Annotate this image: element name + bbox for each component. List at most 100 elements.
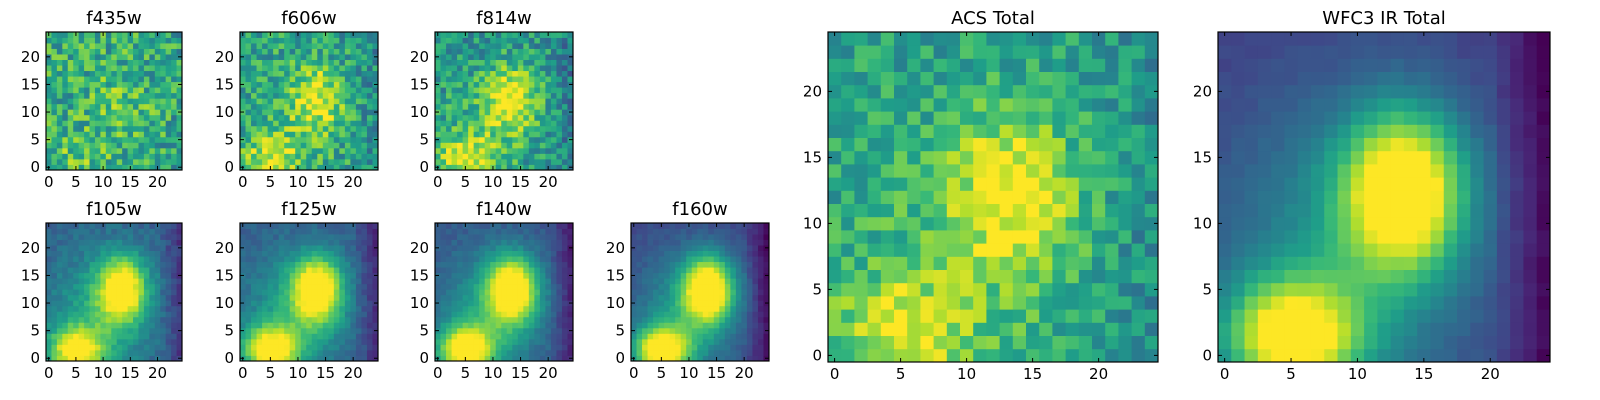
y-tick-label: 5 bbox=[419, 322, 429, 340]
heatmap-cell bbox=[724, 256, 731, 263]
heatmap-cell bbox=[366, 283, 373, 290]
heatmap-cell bbox=[317, 344, 324, 351]
heatmap-cell bbox=[240, 48, 246, 55]
heatmap-cell bbox=[73, 250, 80, 257]
heatmap-cell bbox=[62, 338, 69, 345]
heatmap-cell bbox=[100, 338, 107, 345]
heatmap-cell bbox=[501, 228, 508, 235]
heatmap-cell bbox=[490, 65, 497, 72]
heatmap-cell bbox=[143, 158, 150, 165]
heatmap-cell bbox=[468, 92, 475, 99]
heatmap-cell bbox=[561, 131, 568, 138]
heatmap-cell bbox=[946, 335, 961, 350]
heatmap-cell bbox=[111, 87, 118, 94]
heatmap-cell bbox=[457, 300, 463, 307]
heatmap-cell bbox=[262, 278, 268, 285]
heatmap-cell bbox=[539, 283, 546, 290]
heatmap-cell bbox=[920, 150, 934, 165]
heatmap-cell bbox=[94, 256, 101, 263]
heatmap-cell bbox=[328, 223, 335, 229]
heatmap-cell bbox=[561, 305, 568, 312]
heatmap-cell bbox=[636, 261, 643, 268]
heatmap-cell bbox=[528, 355, 535, 362]
heatmap-cell bbox=[446, 349, 452, 356]
heatmap-cell bbox=[894, 190, 908, 204]
heatmap-cell bbox=[501, 239, 508, 246]
heatmap-cell bbox=[741, 316, 748, 323]
heatmap-cell bbox=[724, 228, 731, 235]
heatmap-cell bbox=[1065, 282, 1080, 297]
heatmap-cell bbox=[669, 344, 676, 351]
heatmap-cell bbox=[116, 322, 123, 329]
heatmap-cell bbox=[986, 322, 1000, 336]
heatmap-cell bbox=[556, 114, 563, 121]
heatmap-cell bbox=[669, 272, 676, 279]
heatmap-cell bbox=[435, 114, 441, 121]
heatmap-cell bbox=[328, 300, 335, 307]
heatmap-cell bbox=[300, 125, 307, 132]
heatmap-cell bbox=[78, 87, 85, 94]
heatmap-cell bbox=[479, 81, 486, 88]
heatmap-cell bbox=[73, 228, 80, 235]
heatmap-cell bbox=[278, 333, 285, 340]
heatmap-cell bbox=[46, 120, 52, 127]
heatmap-cell bbox=[664, 327, 671, 334]
heatmap-cell bbox=[127, 37, 134, 44]
heatmap-cell bbox=[133, 92, 139, 99]
heatmap-cell bbox=[435, 59, 441, 66]
heatmap-cell bbox=[468, 142, 475, 149]
heatmap-cell bbox=[273, 158, 280, 165]
heatmap-cell bbox=[512, 32, 519, 38]
heatmap-cell bbox=[636, 355, 643, 362]
heatmap-cell bbox=[1052, 164, 1066, 178]
heatmap-cell bbox=[372, 234, 379, 240]
heatmap-cell bbox=[631, 305, 637, 312]
heatmap-cell bbox=[361, 344, 368, 351]
heatmap-cell bbox=[251, 87, 257, 94]
heatmap-cell bbox=[446, 125, 452, 132]
heatmap-cell bbox=[528, 98, 535, 105]
heatmap-cell bbox=[262, 289, 268, 296]
heatmap-cell bbox=[154, 305, 161, 312]
heatmap-cell bbox=[457, 278, 463, 285]
heatmap-cell bbox=[534, 338, 541, 345]
heatmap-cell bbox=[528, 289, 535, 296]
heatmap-cell bbox=[67, 131, 74, 138]
heatmap-cell bbox=[94, 245, 101, 251]
heatmap-cell bbox=[133, 131, 139, 138]
heatmap-cell bbox=[523, 120, 530, 127]
heatmap-cell bbox=[51, 305, 58, 312]
heatmap-cell bbox=[763, 256, 770, 263]
heatmap-cell bbox=[127, 278, 134, 285]
heatmap-cell bbox=[295, 87, 302, 94]
heatmap-cell bbox=[484, 125, 491, 132]
heatmap-cell bbox=[300, 261, 307, 268]
heatmap-cell bbox=[561, 239, 568, 246]
heatmap-cell bbox=[550, 267, 557, 274]
heatmap-cell bbox=[122, 98, 128, 105]
heatmap-cell bbox=[691, 300, 698, 307]
heatmap-cell bbox=[867, 296, 882, 310]
y-tick-label: 20 bbox=[21, 239, 40, 257]
heatmap-cell bbox=[669, 311, 676, 318]
heatmap-cell bbox=[653, 327, 659, 334]
heatmap-cell bbox=[680, 300, 687, 307]
heatmap-cell bbox=[251, 142, 257, 149]
heatmap-cell bbox=[1039, 335, 1053, 350]
heatmap-cell bbox=[278, 59, 285, 66]
heatmap-cell bbox=[133, 250, 139, 257]
heatmap-cell bbox=[361, 300, 368, 307]
heatmap-cell bbox=[999, 256, 1014, 270]
y-tick-label: 0 bbox=[30, 158, 40, 176]
heatmap-cell bbox=[495, 272, 502, 279]
heatmap-cell bbox=[116, 109, 123, 116]
heatmap-cell bbox=[56, 158, 63, 165]
heatmap-cell bbox=[289, 283, 296, 290]
heatmap-cell bbox=[631, 234, 637, 240]
heatmap-cell bbox=[339, 59, 346, 66]
heatmap-cell bbox=[73, 338, 80, 345]
heatmap-cell bbox=[176, 65, 183, 72]
heatmap-cell bbox=[56, 54, 63, 60]
heatmap-cell bbox=[440, 114, 447, 121]
heatmap-cell bbox=[300, 136, 307, 143]
